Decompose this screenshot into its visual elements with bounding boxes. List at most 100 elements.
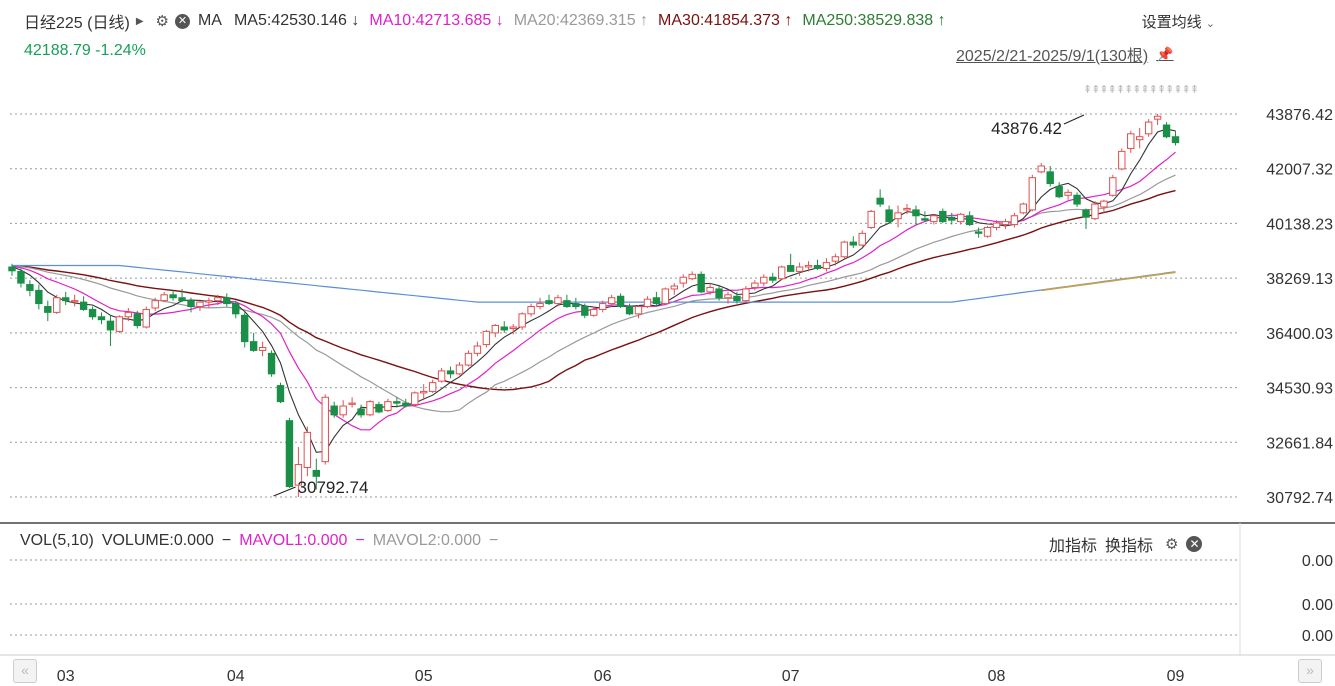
candle — [652, 291, 661, 306]
candle-body — [455, 364, 464, 375]
volume-value: VOLUME:0.000 — [101, 532, 214, 549]
moving-average-lines — [11, 128, 1176, 453]
index-title[interactable]: 日经225 (日线) — [24, 15, 130, 32]
candle — [402, 398, 410, 408]
candle — [160, 291, 168, 303]
candle — [634, 305, 643, 319]
annotation-label: 30792.74 — [298, 478, 369, 497]
candle-body — [437, 370, 446, 382]
candle — [97, 312, 106, 325]
left-nav-icon[interactable]: « — [13, 659, 37, 683]
candle — [70, 294, 79, 307]
candle-body — [724, 294, 732, 299]
candle-body — [106, 320, 115, 331]
candle-body — [62, 297, 70, 302]
candle — [437, 367, 446, 383]
candle-body — [876, 197, 884, 205]
candle — [241, 312, 249, 348]
candle — [133, 310, 142, 329]
candle-body — [625, 306, 634, 315]
y-tick-label: 30792.74 — [1266, 490, 1333, 507]
candle — [321, 394, 329, 465]
volume-header: VOL(5,10) VOLUME:0.000 − MAVOL1:0.000 − … — [20, 532, 506, 550]
date-range[interactable]: 2025/2/21-2025/9/1(130根) 📌 — [956, 42, 1174, 66]
candle-body — [1046, 171, 1054, 185]
candle — [1001, 218, 1010, 229]
candle-body — [1001, 221, 1010, 226]
candle — [384, 398, 392, 412]
candle — [965, 211, 974, 227]
candle-body — [894, 212, 902, 220]
candle-body — [285, 420, 294, 488]
candle — [187, 297, 195, 313]
candle-body — [464, 352, 473, 366]
gear-icon[interactable]: ⚙ — [1165, 536, 1179, 553]
candlestick-series — [8, 114, 1180, 498]
chart-header: 日经225 (日线) ▶ ⚙ ✕ MA MA5:42530.146 ↓ MA10:… — [24, 9, 962, 33]
candle-body — [697, 273, 705, 293]
candle — [455, 362, 464, 376]
candle — [1055, 182, 1063, 199]
candle — [894, 205, 902, 228]
candle-body — [142, 308, 150, 328]
candle — [572, 297, 580, 310]
candle — [53, 294, 61, 314]
candle — [590, 306, 598, 317]
pin-icon[interactable]: 📌 — [1156, 45, 1174, 62]
candle — [17, 268, 25, 288]
add-indicator-button[interactable]: 加指标 — [1049, 538, 1098, 555]
candle — [724, 291, 732, 304]
candle-body — [348, 402, 356, 405]
candle-body — [599, 303, 607, 310]
candle — [921, 211, 929, 222]
ma-settings-label: 设置均线 — [1141, 14, 1202, 31]
candle-body — [965, 215, 974, 226]
candle-body — [214, 297, 222, 302]
close-icon[interactable]: ✕ — [174, 13, 190, 29]
candle — [491, 324, 500, 338]
candle — [428, 379, 437, 393]
y-tick-label: 40138.23 — [1266, 216, 1333, 233]
candle-body — [670, 285, 678, 290]
candle-body — [312, 469, 321, 477]
candle — [1091, 201, 1099, 221]
play-small-icon[interactable]: ▶ — [135, 15, 144, 27]
ma-item: MA10:42713.685 ↓ — [369, 12, 504, 29]
candle — [303, 426, 312, 477]
close-icon[interactable]: ✕ — [1186, 536, 1203, 552]
gear-icon[interactable]: ⚙ — [155, 13, 169, 30]
candle-body — [885, 209, 893, 223]
candle-body — [8, 266, 16, 272]
volume-tick-label: 0.00 — [1302, 597, 1333, 614]
candle-body — [402, 402, 410, 407]
candle-body — [751, 282, 759, 288]
candle-body — [115, 316, 124, 332]
candle — [35, 284, 43, 310]
volume-tick-label: 0.00 — [1302, 553, 1333, 570]
candle — [1100, 199, 1108, 213]
candle-body — [661, 288, 670, 305]
candle — [661, 287, 670, 306]
date-range-label: 2025/2/21-2025/9/1(130根) — [956, 48, 1149, 65]
candle — [813, 259, 822, 270]
right-nav-icon[interactable]: » — [1298, 659, 1322, 683]
switch-indicator-button[interactable]: 换指标 — [1105, 538, 1154, 555]
candle — [312, 458, 321, 490]
candle — [518, 312, 526, 330]
candle — [751, 280, 759, 291]
ma-item: MA5:42530.146 ↓ — [233, 12, 360, 29]
x-tick-label: 05 — [415, 668, 433, 685]
candle-body — [178, 297, 186, 302]
candle — [330, 401, 338, 418]
candle-body — [276, 385, 285, 403]
y-tick-label: 32661.84 — [1266, 435, 1333, 452]
candle — [8, 263, 16, 276]
candle-body — [840, 241, 849, 258]
candle — [706, 283, 714, 295]
candle — [205, 297, 213, 308]
ma-settings-button[interactable]: 设置均线 ⌄ — [1142, 11, 1215, 32]
candle-body — [196, 301, 204, 308]
candle-body — [339, 405, 347, 416]
candle — [616, 293, 625, 308]
candle — [974, 227, 983, 238]
